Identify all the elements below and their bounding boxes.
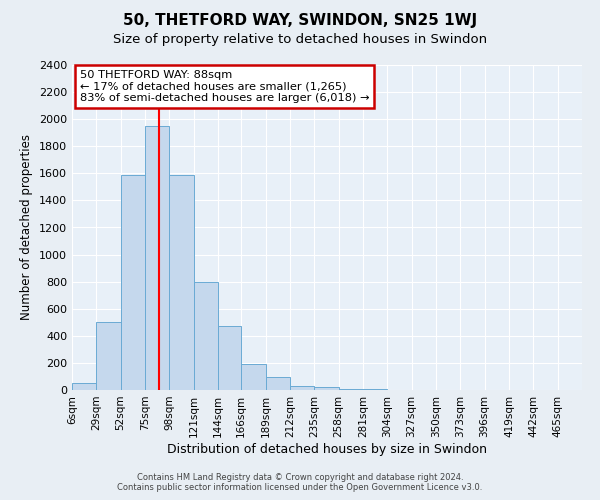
Bar	[121, 174, 145, 390]
Bar	[169, 174, 194, 390]
Bar	[97, 322, 121, 390]
X-axis label: Distribution of detached houses by size in Swindon: Distribution of detached houses by size …	[167, 442, 487, 456]
Bar	[266, 377, 290, 390]
Bar	[241, 364, 266, 390]
Bar	[145, 126, 169, 390]
Bar	[218, 326, 241, 390]
Text: Size of property relative to detached houses in Swindon: Size of property relative to detached ho…	[113, 32, 487, 46]
Text: 50, THETFORD WAY, SWINDON, SN25 1WJ: 50, THETFORD WAY, SWINDON, SN25 1WJ	[123, 12, 477, 28]
Bar	[290, 386, 314, 390]
Text: 50 THETFORD WAY: 88sqm
← 17% of detached houses are smaller (1,265)
83% of semi-: 50 THETFORD WAY: 88sqm ← 17% of detached…	[80, 70, 369, 103]
Bar	[72, 383, 97, 390]
Y-axis label: Number of detached properties: Number of detached properties	[20, 134, 34, 320]
Text: Contains HM Land Registry data © Crown copyright and database right 2024.
Contai: Contains HM Land Registry data © Crown c…	[118, 473, 482, 492]
Bar	[314, 388, 338, 390]
Bar	[194, 282, 218, 390]
